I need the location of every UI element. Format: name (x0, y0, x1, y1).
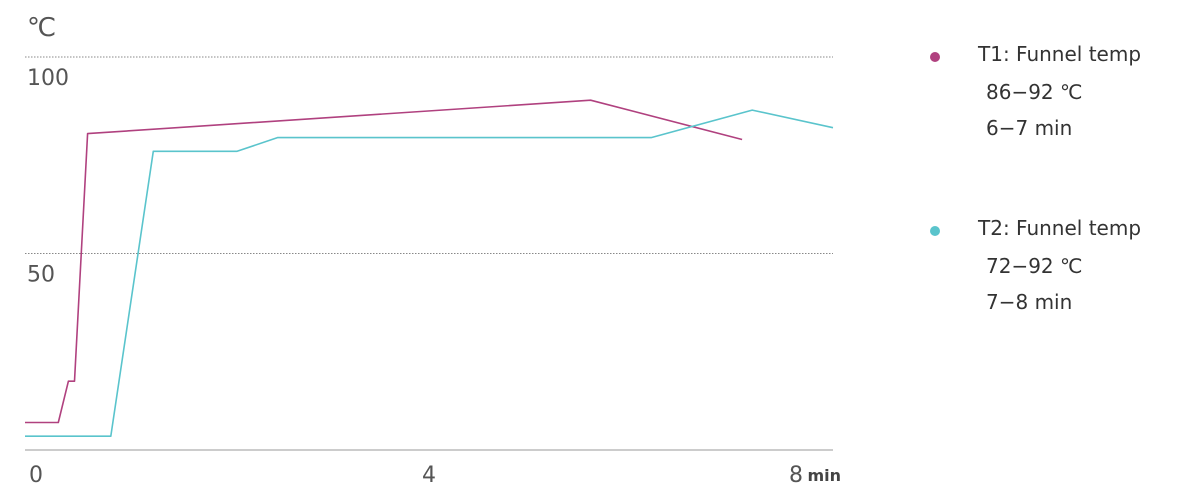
x-tick-label-4: 4 (422, 463, 436, 485)
series-line-t1 (25, 99, 743, 424)
series-layer (25, 99, 834, 438)
legend-duration-t2: 7−8 min (986, 290, 1073, 314)
legend: T1: Funnel temp 86−92 ℃ 6−7 min T2: Funn… (930, 40, 1190, 388)
series-line-t2 (25, 109, 834, 438)
grid-layer (25, 56, 833, 254)
legend-label-t1: T1: Funnel temp (978, 42, 1142, 66)
legend-entry-t1: T1: Funnel temp 86−92 ℃ 6−7 min (930, 40, 1190, 176)
x-axis-unit-label: min (807, 466, 841, 485)
x-tick-label-8: 8 (789, 463, 803, 485)
x-tick-label-0: 0 (29, 463, 43, 485)
legend-temp-range-t2: 72−92 ℃ (986, 254, 1083, 278)
legend-label-t2: T2: Funnel temp (978, 216, 1142, 240)
y-tick-label-100: 100 (27, 66, 69, 91)
legend-marker-t2 (930, 226, 940, 236)
legend-marker-t1 (930, 52, 940, 62)
legend-duration-t1: 6−7 min (986, 116, 1073, 140)
label-layer: ℃ 50 100 0 4 8 min (27, 13, 841, 488)
y-axis-unit-label: ℃ (27, 13, 56, 43)
y-tick-label-50: 50 (27, 263, 55, 288)
legend-entry-t2: T2: Funnel temp 72−92 ℃ 7−8 min (930, 214, 1190, 350)
legend-temp-range-t1: 86−92 ℃ (986, 80, 1083, 104)
